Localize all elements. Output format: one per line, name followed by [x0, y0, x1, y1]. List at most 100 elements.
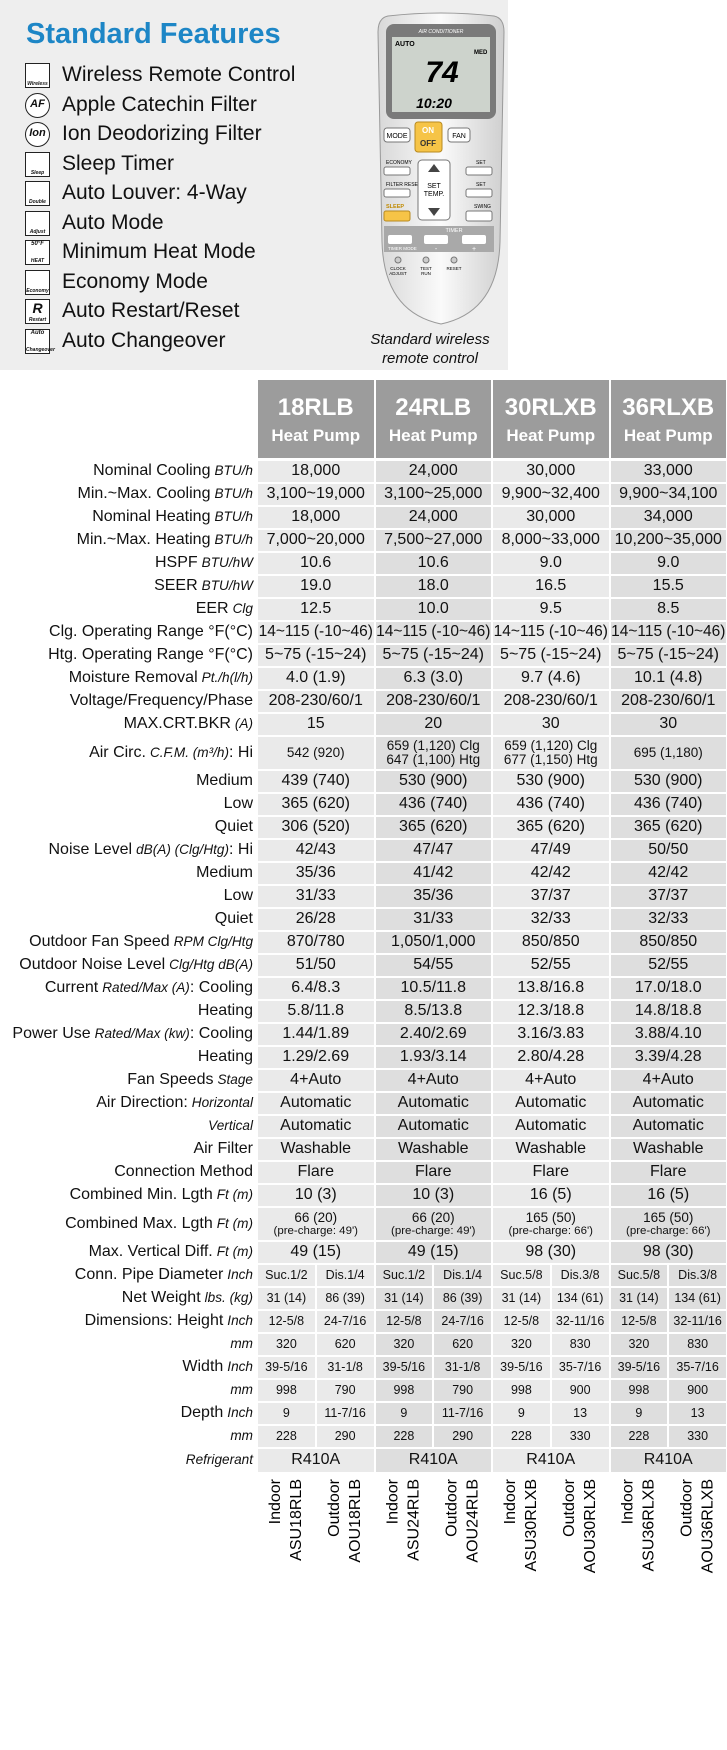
feature-label: Sleep Timer — [62, 151, 175, 175]
table-cell: 13 — [668, 1402, 727, 1425]
row-label-line: Depth Inch — [181, 1404, 253, 1422]
label-unit: Vertical — [208, 1118, 253, 1134]
table-cell: 9 — [257, 1402, 316, 1425]
cell-text: 306 (520) — [281, 818, 351, 836]
unit-labels: Indoor ASU18RLB Outdoor AOU18RLB Indoor ASU24… — [267, 1478, 716, 1573]
cell-text: 9,900~32,400 — [501, 485, 600, 503]
cell-text: 9.0 — [657, 554, 680, 572]
cell-text: Automatic — [515, 1117, 587, 1135]
row-label: Low — [0, 793, 257, 816]
remote-caption: Standard wireless — [370, 331, 490, 348]
table-cell: 15 — [257, 713, 375, 736]
label-text: Conn. Pipe Diameter — [74, 1266, 224, 1284]
unit-label: AOU24RLB — [464, 1479, 481, 1563]
table-cell: 32-11/16 — [550, 1310, 610, 1333]
table-cell: 3,100~25,000 — [374, 483, 492, 506]
table-cell: 18,000 — [257, 460, 375, 483]
table-cell: 900 — [668, 1379, 727, 1402]
feature-label: Wireless Remote Control — [62, 63, 296, 86]
cell-text: 228 — [393, 1428, 415, 1443]
row-label: Connection Method — [0, 1161, 257, 1184]
button — [394, 256, 402, 264]
cell-text: 24-7/16 — [323, 1313, 367, 1328]
button — [465, 188, 493, 198]
row-label-line: Outdoor Fan Speed RPM Clg/Htg — [29, 933, 253, 951]
cell-text: 1.93/3.14 — [399, 1048, 467, 1066]
table-cell: 31/33 — [257, 885, 375, 908]
table-cell: 365 (620) — [609, 816, 727, 839]
button-label: ADJUST — [389, 271, 407, 276]
button-label: SET — [476, 160, 486, 166]
button-label: CLOCK — [390, 266, 406, 271]
cell-text: 35/36 — [295, 864, 336, 882]
row-label-line: Width Inch — [182, 1358, 253, 1376]
cell-line: 165 (50) — [643, 1209, 694, 1225]
table-cell: Suc.1/2 — [257, 1264, 316, 1287]
label-unit: Ft (m) — [216, 1244, 253, 1260]
table-cell: 7,500~27,000 — [374, 529, 492, 552]
label-text: Heating — [197, 1002, 253, 1020]
cell-text: 10.0 — [417, 600, 449, 618]
cell-text: 98 (30) — [525, 1243, 577, 1261]
model-header: 24RLB Heat Pump — [375, 380, 491, 458]
table-cell: 5~75 (-15~24) — [609, 644, 727, 667]
table-cell: 290 — [315, 1425, 375, 1448]
row-label-line: Htg. Operating Range °F(°C) — [48, 646, 253, 664]
table-cell: 16 (5) — [609, 1184, 727, 1207]
table-cell: 9.0 — [609, 552, 727, 575]
table-cell: Automatic — [374, 1115, 492, 1138]
row-label-line: Moisture Removal Pt./h(l/h) — [69, 669, 253, 687]
row-label-line: Min.~Max. Heating BTU/h — [77, 531, 253, 549]
label-unit: mm — [230, 1382, 253, 1398]
button — [383, 188, 411, 198]
label-text: Medium — [196, 772, 253, 790]
cell-text: 436 (740) — [634, 795, 703, 813]
table-cell: 10.6 — [374, 552, 492, 575]
cell-text: 24-7/16 — [441, 1313, 484, 1328]
row-label-line: Medium — [196, 864, 253, 882]
cell-text: 830 — [687, 1336, 709, 1351]
label-tail: : Hi — [229, 743, 253, 761]
label-unit: Clg — [232, 601, 253, 617]
table-cell: 1.29/2.69 — [257, 1046, 375, 1069]
cell-text: 998 — [628, 1382, 650, 1397]
table-cell: 39-5/16 — [609, 1356, 669, 1379]
label-unit: BTU/hW — [201, 555, 253, 571]
table-cell: 8,000~33,000 — [492, 529, 610, 552]
table-cell: 1.44/1.89 — [257, 1023, 375, 1046]
row-label-line: Air Direction: Horizontal — [96, 1094, 253, 1112]
cell-text: 13.8/16.8 — [517, 979, 585, 997]
row-label-line: Fan Speeds Stage — [127, 1071, 253, 1089]
row-label: Nominal Cooling BTU/h — [0, 460, 257, 483]
table-cell: 37/37 — [609, 885, 727, 908]
cell-text: 37/37 — [530, 887, 571, 905]
model-header: 36RLXB Heat Pump — [610, 380, 726, 458]
cell-text: 14~115 (-10~46) — [376, 623, 491, 641]
cell-text: 42/43 — [295, 841, 336, 859]
cell-text: Automatic — [280, 1094, 352, 1112]
button — [462, 235, 486, 244]
table-cell: 870/780 — [257, 931, 375, 954]
feature-icon: Double — [25, 181, 50, 206]
cell-text: 3,100~25,000 — [384, 485, 483, 503]
table-cell: 9,900~34,100 — [609, 483, 727, 506]
cell-text: Flare — [415, 1163, 452, 1181]
table-cell: 10.0 — [374, 598, 492, 621]
cell-text: 365 (620) — [634, 818, 703, 836]
cell-text: 436 (740) — [399, 795, 468, 813]
label-text: Power Use — [12, 1025, 91, 1043]
table-cell: 16.5 — [492, 575, 610, 598]
cell-text: 51/50 — [295, 956, 336, 974]
row-label: Combined Min. Lgth Ft (m) — [0, 1184, 257, 1207]
cell-text: 228 — [510, 1428, 532, 1443]
cell-text: 13 — [690, 1405, 705, 1420]
cell-text: 30 — [541, 715, 560, 733]
row-label-line: mm — [230, 1428, 253, 1445]
label-unit: mm — [230, 1336, 253, 1352]
table-cell: 33,000 — [609, 460, 727, 483]
row-label-line: Dimensions: Height Inch — [85, 1312, 253, 1330]
cell-text: 330 — [687, 1428, 709, 1443]
table-cell: 4+Auto — [609, 1069, 727, 1092]
cell-text: Dis.3/8 — [560, 1267, 600, 1282]
table-cell: 11-7/16 — [433, 1402, 492, 1425]
